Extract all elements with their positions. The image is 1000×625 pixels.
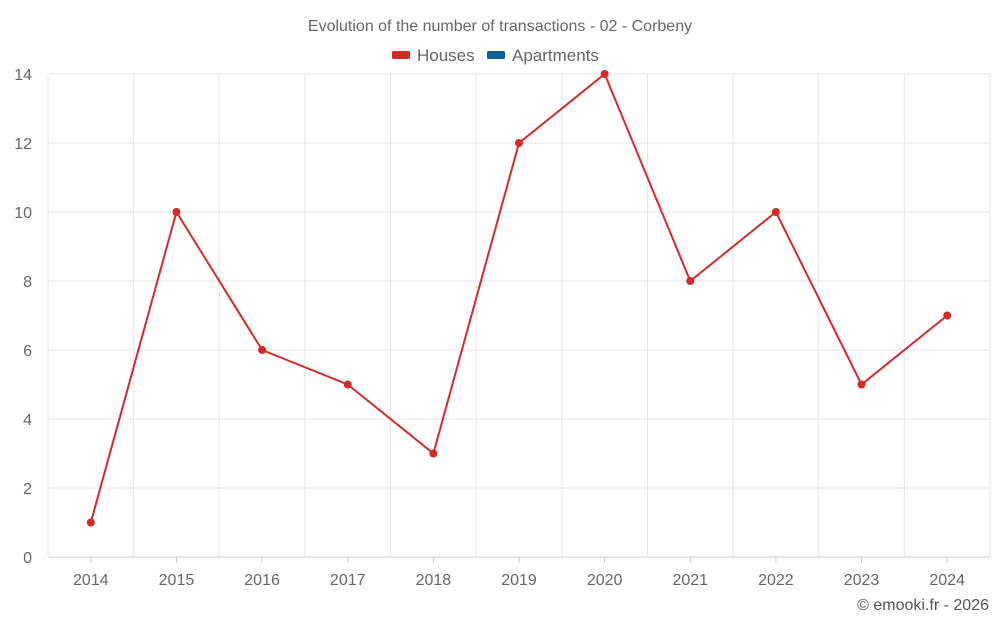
x-tick-label: 2020: [587, 572, 623, 589]
y-tick-label: 2: [23, 481, 32, 498]
legend-swatch-houses: [392, 51, 410, 59]
x-tick-label: 2019: [501, 572, 537, 589]
data-point[interactable]: [771, 208, 780, 216]
x-tick-label: 2024: [929, 572, 965, 589]
y-axis: 0 2 4 6 8 10 12 14: [14, 67, 32, 567]
data-point[interactable]: [86, 518, 95, 527]
data-point[interactable]: [686, 277, 695, 285]
x-tick-label: 2015: [159, 572, 195, 589]
data-point[interactable]: [515, 139, 523, 147]
data-point[interactable]: [172, 208, 181, 216]
y-tick-label: 8: [23, 274, 32, 291]
data-point[interactable]: [857, 380, 866, 389]
legend-item-houses[interactable]: Houses: [392, 46, 475, 65]
x-tick-label: 2016: [244, 572, 280, 589]
y-tick-label: 6: [23, 343, 32, 360]
data-point[interactable]: [258, 346, 267, 354]
legend: Houses Apartments: [392, 46, 599, 65]
y-tick-label: 12: [14, 136, 32, 153]
x-tick-label: 2017: [330, 572, 366, 589]
data-point[interactable]: [600, 70, 609, 78]
x-tick-label: 2014: [73, 572, 109, 589]
x-tick-label: 2018: [416, 572, 452, 589]
y-tick-label: 14: [14, 67, 32, 84]
data-point[interactable]: [343, 380, 352, 389]
legend-swatch-apartments: [487, 51, 505, 59]
x-tick-label: 2021: [672, 572, 708, 589]
credit-text: © emooki.fr - 2026: [857, 597, 989, 614]
chart-title: Evolution of the number of transactions …: [308, 18, 692, 35]
x-tick-label: 2022: [758, 572, 794, 589]
legend-item-apartments[interactable]: Apartments: [487, 46, 599, 65]
y-tick-label: 4: [23, 412, 32, 429]
legend-label-apartments: Apartments: [512, 46, 599, 65]
legend-label-houses: Houses: [417, 46, 475, 65]
x-tick-label: 2023: [844, 572, 880, 589]
y-tick-label: 10: [14, 205, 32, 222]
y-tick-label: 0: [23, 550, 32, 567]
data-point[interactable]: [429, 449, 438, 458]
series-layer: [86, 70, 952, 527]
x-axis: 2014 2015 2016 2017 2018 2019 2020 2021 2022 2023…: [48, 556, 990, 589]
data-point[interactable]: [943, 311, 952, 320]
